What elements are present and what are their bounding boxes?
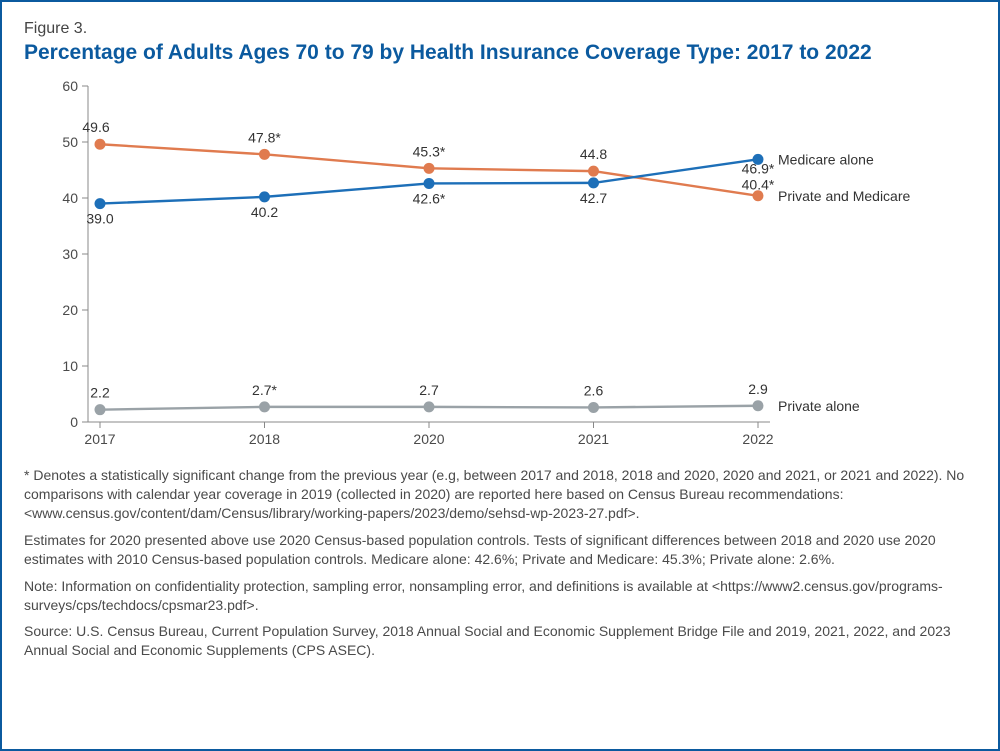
footnotes: * Denotes a statistically significant ch… (24, 466, 976, 660)
svg-text:2.7: 2.7 (419, 382, 439, 398)
svg-text:47.8*: 47.8* (248, 130, 281, 146)
line-chart: 0 10 20 30 40 50 60 2017 2018 2020 2021 2022 49.6 39.… (30, 76, 950, 456)
footnote-note: Note: Information on confidentiality pro… (24, 577, 976, 615)
svg-text:45.3*: 45.3* (413, 144, 446, 160)
svg-text:42.6*: 42.6* (413, 191, 446, 207)
svg-text:2.2: 2.2 (90, 385, 110, 401)
figure-label: Figure 3. (24, 20, 976, 38)
svg-text:2.7*: 2.7* (252, 382, 277, 398)
svg-text:46.9*: 46.9* (742, 161, 775, 177)
svg-text:2.6: 2.6 (584, 383, 604, 399)
svg-text:Private and Medicare: Private and Medicare (778, 188, 911, 204)
svg-text:50: 50 (62, 134, 78, 150)
svg-text:30: 30 (62, 246, 78, 262)
svg-text:Private alone: Private alone (778, 398, 860, 414)
svg-text:44.8: 44.8 (580, 146, 607, 162)
svg-text:Medicare alone: Medicare alone (778, 152, 874, 168)
svg-text:20: 20 (62, 302, 78, 318)
svg-text:10: 10 (62, 358, 78, 374)
svg-text:39.0: 39.0 (86, 211, 113, 227)
svg-text:2018: 2018 (249, 431, 280, 447)
svg-text:60: 60 (62, 78, 78, 94)
svg-text:40: 40 (62, 190, 78, 206)
svg-text:0: 0 (70, 414, 78, 430)
svg-text:2017: 2017 (84, 431, 115, 447)
chart-title: Percentage of Adults Ages 70 to 79 by He… (24, 40, 976, 66)
figure-frame: Figure 3. Percentage of Adults Ages 70 t… (0, 0, 1000, 751)
svg-text:42.7: 42.7 (580, 190, 607, 206)
footnote-significance: * Denotes a statistically significant ch… (24, 466, 976, 523)
footnote-estimates: Estimates for 2020 presented above use 2… (24, 531, 976, 569)
svg-text:40.4*: 40.4* (742, 177, 775, 193)
svg-text:49.6: 49.6 (82, 119, 109, 135)
svg-text:2020: 2020 (413, 431, 444, 447)
svg-text:2021: 2021 (578, 431, 609, 447)
svg-text:2022: 2022 (742, 431, 773, 447)
svg-text:2.9: 2.9 (748, 381, 768, 397)
chart-area: 0 10 20 30 40 50 60 2017 2018 2020 2021 2022 49.6 39.… (30, 76, 950, 456)
svg-text:40.2: 40.2 (251, 204, 278, 220)
footnote-source: Source: U.S. Census Bureau, Current Popu… (24, 622, 976, 660)
